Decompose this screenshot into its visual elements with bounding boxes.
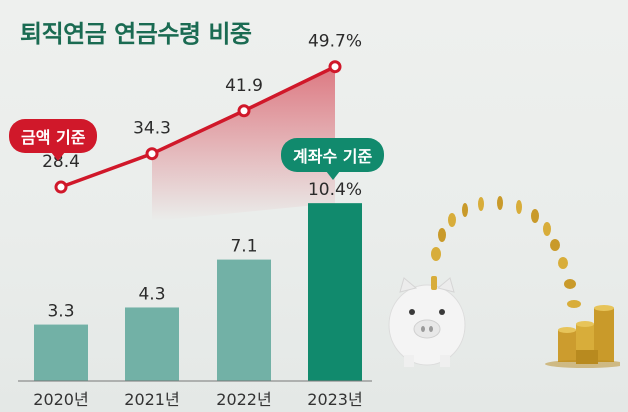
x-tick-label: 2022년 — [216, 390, 271, 409]
bar-value-label: 7.1 — [230, 237, 257, 257]
line-series-amount — [60, 65, 336, 189]
piggy-bank-illustration — [388, 196, 620, 368]
bar-2020년 — [34, 324, 88, 381]
x-tick-label: 2020년 — [33, 390, 88, 409]
line-point — [328, 60, 342, 74]
page-title: 퇴직연금 연금수령 비중 — [20, 20, 252, 48]
line-value-label: 49.7% — [308, 32, 362, 52]
line-area-fill — [152, 66, 335, 222]
bar-value-label: 4.3 — [138, 284, 165, 304]
bar-value-label: 10.4% — [308, 180, 362, 200]
coin-stacks — [545, 305, 620, 368]
x-tick-label: 2023년 — [307, 390, 362, 409]
line-value-label: 34.3 — [133, 119, 171, 139]
line-value-label: 41.9 — [225, 76, 263, 96]
line-point — [237, 104, 251, 118]
piggy-bank-icon — [388, 276, 466, 367]
coin-arc — [431, 196, 581, 308]
bar-2022년 — [217, 259, 271, 381]
bar-2023년 — [308, 203, 362, 381]
badge-amount-basis: 금액 기준 — [9, 119, 98, 161]
badge-account-basis: 계좌수 기준 — [281, 138, 385, 180]
line-point — [54, 180, 68, 194]
line-point — [145, 147, 159, 161]
x-tick-label: 2021년 — [124, 390, 179, 409]
bar-2021년 — [125, 307, 179, 381]
bar-value-label: 3.3 — [47, 302, 74, 322]
